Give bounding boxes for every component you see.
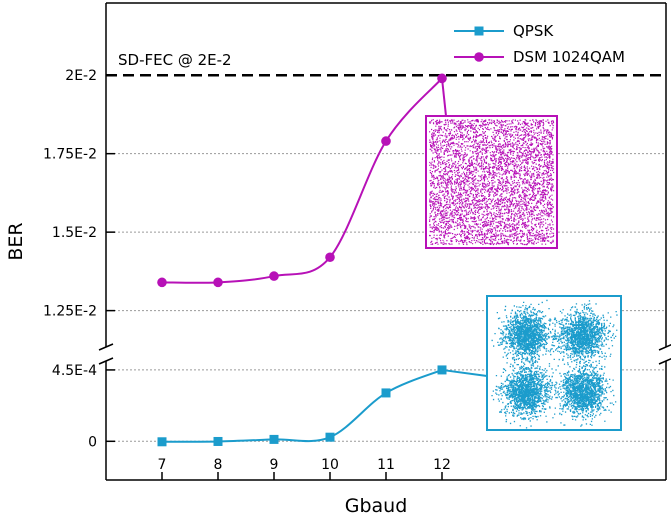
data-point-dsm-1024qam-x10 bbox=[325, 252, 335, 263]
data-point-dsm-1024qam-x12 bbox=[437, 73, 447, 84]
y-tick-label-4-5e-4: 4.5E-4 bbox=[52, 363, 97, 379]
legend: QPSK DSM 1024QAM bbox=[454, 22, 625, 66]
y-tick-label-0: 0 bbox=[88, 434, 97, 450]
constellation-insets bbox=[425, 115, 622, 431]
x-tick-label-7: 7 bbox=[158, 457, 167, 473]
data-point-qpsk-x10 bbox=[325, 432, 335, 442]
legend-label-dsm-1024qam: DSM 1024QAM bbox=[513, 48, 625, 66]
legend-label-qpsk: QPSK bbox=[513, 22, 554, 40]
y-tick-label-1-25e-2: 1.25E-2 bbox=[43, 304, 97, 320]
data-point-dsm-1024qam-x7 bbox=[157, 277, 167, 288]
x-tick-label-8: 8 bbox=[214, 457, 223, 473]
fec-threshold: SD-FEC @ 2E-2 bbox=[106, 51, 666, 77]
legend-marker-dsm-1024qam bbox=[474, 52, 484, 62]
axis-break-mark-right-top bbox=[658, 344, 671, 351]
x-tick-label-11: 11 bbox=[377, 457, 395, 473]
data-point-qpsk-x11 bbox=[381, 388, 391, 398]
y-tick-label-2e-2: 2E-2 bbox=[65, 68, 97, 84]
inset-leader-lines bbox=[441, 78, 488, 377]
data-point-qpsk-x12 bbox=[437, 365, 447, 375]
x-axis-title: Gbaud bbox=[345, 495, 408, 517]
leader-dsm-1024qam bbox=[441, 78, 447, 117]
x-tick-label-9: 9 bbox=[270, 457, 279, 473]
y-axis-title: BER bbox=[5, 222, 27, 260]
series-qpsk bbox=[157, 365, 447, 447]
axis-break-mark-left-bottom bbox=[98, 357, 114, 365]
series-line-dsm-1024qam bbox=[161, 77, 443, 284]
tick-labels: 1.25E-2 1.5E-2 1.75E-2 2E-2 0 4.5E-4 7 8 9 10 11 12 bbox=[43, 68, 451, 473]
inset-qpsk bbox=[486, 295, 622, 431]
series-lines bbox=[157, 73, 447, 447]
x-tick-label-10: 10 bbox=[321, 457, 339, 473]
data-point-qpsk-x9 bbox=[269, 434, 279, 444]
data-point-qpsk-x8 bbox=[213, 436, 223, 446]
legend-item-dsm-1024qam: DSM 1024QAM bbox=[454, 48, 625, 66]
axes bbox=[98, 2, 671, 481]
data-point-dsm-1024qam-x8 bbox=[213, 277, 223, 288]
qpsk-constellation-points bbox=[491, 299, 618, 429]
dsm-constellation-points bbox=[429, 119, 555, 246]
axis-break-mark-right-bottom bbox=[658, 358, 671, 365]
leader-qpsk bbox=[441, 368, 488, 377]
legend-item-qpsk: QPSK bbox=[454, 22, 554, 40]
data-point-qpsk-x7 bbox=[157, 437, 167, 447]
y-tick-label-1-75e-2: 1.75E-2 bbox=[43, 147, 97, 163]
threshold-label: SD-FEC @ 2E-2 bbox=[118, 51, 232, 69]
x-tick-label-12: 12 bbox=[433, 457, 451, 473]
axis-break-mark-left-top bbox=[98, 343, 114, 351]
data-point-dsm-1024qam-x9 bbox=[269, 271, 279, 281]
inset-dsm-1024qam bbox=[425, 115, 558, 249]
series-line-qpsk bbox=[161, 369, 443, 443]
legend-marker-qpsk bbox=[474, 26, 484, 36]
y-tick-label-1-5e-2: 1.5E-2 bbox=[52, 225, 97, 241]
series-dsm-1024qam bbox=[157, 73, 447, 288]
data-point-dsm-1024qam-x11 bbox=[381, 136, 391, 146]
